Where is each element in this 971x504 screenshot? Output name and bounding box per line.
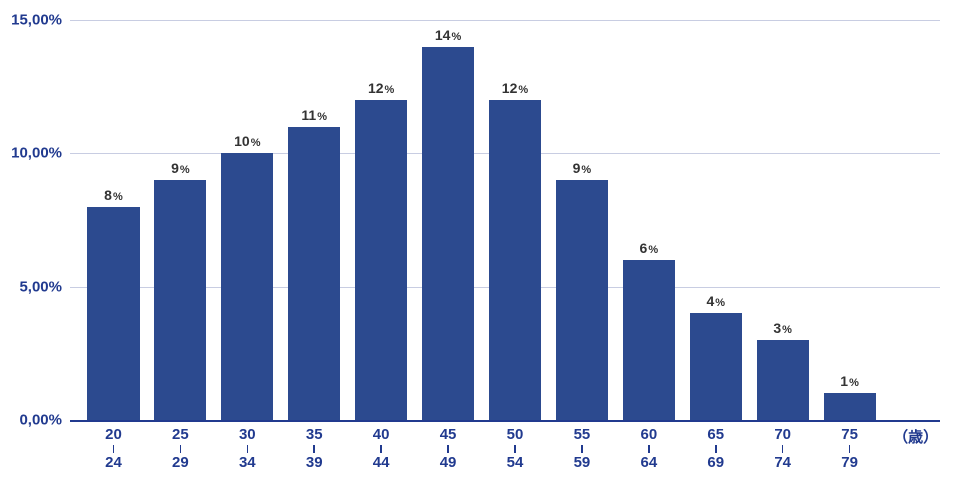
bar: 4% <box>690 313 742 420</box>
bar: 8% <box>87 207 139 420</box>
bar: 12% <box>355 100 407 420</box>
bar: 1% <box>824 393 876 420</box>
x-axis-category-label: 6064 <box>629 426 669 472</box>
bar-value-label: 4% <box>706 293 725 309</box>
y-axis-label: 0,00% <box>19 412 62 429</box>
bar-value-label: 9% <box>573 160 592 176</box>
bar: 6% <box>623 260 675 420</box>
bar-value-label: 9% <box>171 160 190 176</box>
bar-value-label: 12% <box>368 80 394 96</box>
bar: 3% <box>757 340 809 420</box>
x-axis-category-label: 5559 <box>562 426 602 472</box>
x-axis-category-label: 3034 <box>227 426 267 472</box>
gridline <box>70 20 940 21</box>
bar: 10% <box>221 153 273 420</box>
x-axis-category-label: 4044 <box>361 426 401 472</box>
bar-value-label: 3% <box>773 320 792 336</box>
x-axis-category-label: 7074 <box>763 426 803 472</box>
x-axis-category-label: 7579 <box>830 426 870 472</box>
chart-container: 0,00% 5,00% 10,00% 15,00% 8% 2024 9% 2529 10% 303… <box>0 0 971 504</box>
x-axis-category-label: 3539 <box>294 426 334 472</box>
x-axis-category-label: 2024 <box>93 426 133 472</box>
x-axis-category-label: 2529 <box>160 426 200 472</box>
x-axis-unit-label: （歳） <box>893 426 938 447</box>
y-axis-label: 15,00% <box>11 12 62 29</box>
bar-value-label: 8% <box>104 187 123 203</box>
bar: 12% <box>489 100 541 420</box>
x-axis-category-label: 5054 <box>495 426 535 472</box>
x-axis-category-label: 6569 <box>696 426 736 472</box>
bar: 9% <box>556 180 608 420</box>
y-axis-label: 10,00% <box>11 145 62 162</box>
y-axis-label: 5,00% <box>19 278 62 295</box>
bar-value-label: 1% <box>840 373 859 389</box>
bar-value-label: 14% <box>435 27 461 43</box>
x-axis-baseline <box>70 420 940 422</box>
plot-area: 0,00%5,00%10,00%15,00%8%20249%252910%303… <box>70 20 940 420</box>
bar: 11% <box>288 127 340 420</box>
bar: 14% <box>422 47 474 420</box>
bar-value-label: 11% <box>301 107 327 123</box>
bar-value-label: 12% <box>502 80 528 96</box>
bar-value-label: 6% <box>640 240 659 256</box>
bar: 9% <box>154 180 206 420</box>
bar-value-label: 10% <box>234 133 260 149</box>
x-axis-category-label: 4549 <box>428 426 468 472</box>
